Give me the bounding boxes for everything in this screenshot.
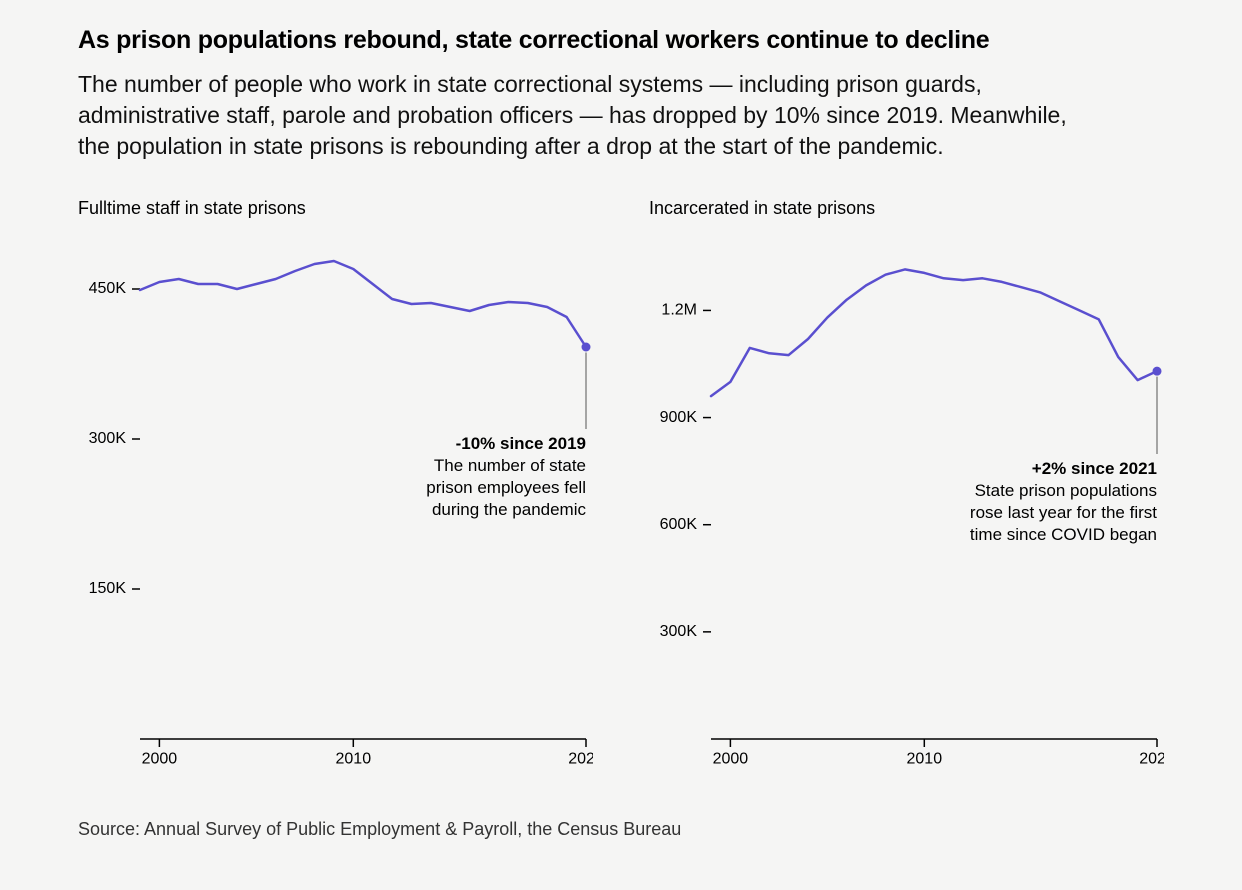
svg-text:time since COVID began: time since COVID began (970, 525, 1157, 544)
svg-text:300K: 300K (660, 623, 698, 640)
panels-row: Fulltime staff in state prisons 150K 300K… (78, 198, 1164, 779)
panel-incarcerated: Incarcerated in state prisons 300K 600K 90… (649, 198, 1164, 779)
svg-text:450K: 450K (89, 280, 127, 297)
figure-container: As prison populations rebound, state cor… (0, 0, 1242, 870)
figure-subhead: The number of people who work in state c… (78, 69, 1098, 162)
svg-text:2000: 2000 (142, 751, 178, 768)
svg-text:2010: 2010 (336, 751, 372, 768)
svg-text:State prison populations: State prison populations (975, 481, 1157, 500)
figure-source: Source: Annual Survey of Public Employme… (78, 819, 1164, 840)
panel-incarcerated-title: Incarcerated in state prisons (649, 198, 1164, 219)
svg-text:1.2M: 1.2M (661, 302, 697, 319)
panel-staff-title: Fulltime staff in state prisons (78, 198, 593, 219)
svg-text:-10% since 2019: -10% since 2019 (456, 434, 586, 453)
svg-text:600K: 600K (660, 516, 698, 533)
svg-text:prison employees fell: prison employees fell (426, 478, 586, 497)
figure-headline: As prison populations rebound, state cor… (78, 26, 1164, 55)
svg-text:300K: 300K (89, 430, 127, 447)
svg-text:The number of state: The number of state (434, 456, 586, 475)
svg-text:2000: 2000 (713, 751, 749, 768)
panel-staff-chart: 150K 300K 450K 2000 2010 2022 -10% since 2019 T… (78, 229, 593, 779)
svg-text:+2% since 2021: +2% since 2021 (1032, 459, 1157, 478)
panel-incarcerated-chart: 300K 600K 900K 1.2M 2000 2010 2022 +2% since 20… (649, 229, 1164, 779)
svg-text:rose last year for the first: rose last year for the first (970, 503, 1157, 522)
svg-text:150K: 150K (89, 580, 127, 597)
panel-staff: Fulltime staff in state prisons 150K 300K… (78, 198, 593, 779)
svg-text:during the pandemic: during the pandemic (432, 500, 587, 519)
svg-text:2010: 2010 (907, 751, 943, 768)
svg-text:900K: 900K (660, 409, 698, 426)
svg-text:2022: 2022 (1139, 751, 1164, 768)
svg-text:2022: 2022 (568, 751, 593, 768)
